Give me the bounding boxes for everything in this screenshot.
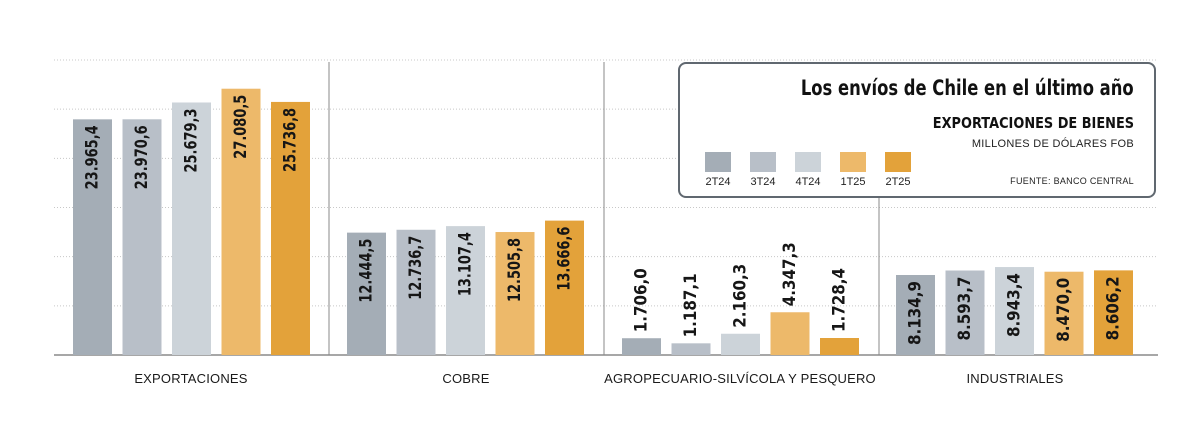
category-label: COBRE: [442, 371, 489, 386]
bar: [73, 119, 112, 355]
bar: [995, 267, 1034, 355]
legend-swatch: [750, 152, 776, 172]
data-label: 27.080,5: [231, 95, 251, 159]
bar: [545, 220, 584, 355]
bar: [221, 88, 261, 355]
legend-item-4t24: 4T24: [786, 152, 830, 188]
bar: [396, 229, 436, 355]
bar: [495, 232, 535, 355]
bar: [172, 102, 211, 356]
bar: [896, 275, 935, 355]
legend-label: 2T24: [705, 176, 731, 188]
data-label: 13.107,4: [456, 232, 476, 296]
bar: [945, 270, 985, 355]
bar: [820, 338, 859, 355]
legend-label: 3T24: [750, 176, 776, 188]
category-label: INDUSTRIALES: [966, 371, 1063, 386]
legend-swatch: [840, 152, 866, 172]
legend-item-3t24: 3T24: [741, 152, 785, 188]
data-label: 8.593,7: [955, 276, 975, 340]
legend-label: 1T25: [840, 176, 866, 188]
bar: [671, 343, 711, 355]
data-label: 12.505,8: [505, 238, 525, 302]
bar: [446, 226, 485, 355]
data-label: 12.444,5: [357, 239, 377, 303]
data-label: 23.970,6: [132, 125, 152, 189]
data-label: 25.679,3: [182, 108, 202, 172]
category-label: EXPORTACIONES: [134, 371, 247, 386]
source-label: FUENTE: BANCO CENTRAL: [1010, 176, 1134, 186]
data-label: 8.606,2: [1104, 276, 1124, 340]
legend-swatch: [885, 152, 911, 172]
legend-label: 4T24: [795, 176, 821, 188]
data-label: 1.728,4: [830, 268, 850, 332]
data-label: 1.187,1: [681, 273, 701, 337]
data-label: 13.666,6: [555, 227, 575, 291]
data-label: 4.347,3: [780, 242, 800, 306]
bar: [622, 338, 661, 355]
chart-title: Los envíos de Chile en el último año: [801, 76, 1134, 100]
chart-subtitle: EXPORTACIONES DE BIENES: [932, 114, 1134, 132]
data-label: 1.706,0: [632, 268, 652, 332]
legend-item-1t25: 1T25: [831, 152, 875, 188]
legend-item-2t24: 2T24: [696, 152, 740, 188]
data-label: 8.470,0: [1054, 278, 1074, 342]
bar: [122, 119, 162, 356]
bar: [1094, 270, 1133, 355]
data-label: 23.965,4: [83, 125, 103, 189]
data-label: 8.134,9: [906, 281, 926, 345]
legend-item-2t25: 2T25: [876, 152, 920, 188]
data-label: 12.736,7: [406, 236, 426, 300]
legend-box: Los envíos de Chile en el último año EXP…: [678, 62, 1156, 198]
legend-label: 2T25: [885, 176, 911, 188]
category-label: AGROPECUARIO-SILVÍCOLA Y PESQUERO: [604, 371, 876, 386]
bar: [770, 312, 810, 355]
bar: [347, 232, 386, 355]
legend-swatch: [795, 152, 821, 172]
bar: [721, 333, 760, 355]
data-label: 25.736,8: [281, 108, 301, 172]
legend-swatch: [705, 152, 731, 172]
bar: [1044, 271, 1084, 355]
units-label: MILLONES DE DÓLARES FOB: [971, 138, 1134, 150]
bar: [271, 101, 310, 355]
data-label: 2.160,3: [731, 264, 751, 328]
data-label: 8.943,4: [1005, 273, 1025, 337]
